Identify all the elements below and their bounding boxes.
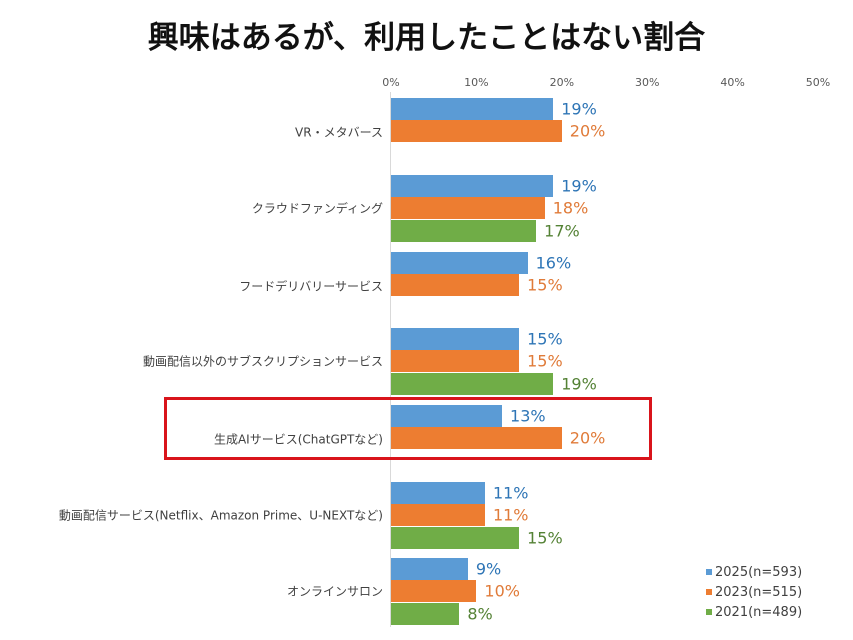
bar-2025: [391, 175, 554, 197]
value-label: 13%: [510, 406, 546, 426]
value-label: 15%: [527, 351, 563, 371]
bar-2023: [391, 580, 477, 603]
bar-2025: [391, 98, 554, 120]
legend-swatch-2025: [706, 569, 712, 575]
x-tick-label: 0%: [382, 76, 400, 89]
legend-swatch-2021: [706, 609, 712, 615]
value-label: 19%: [561, 176, 597, 196]
value-label: 19%: [561, 99, 597, 119]
value-label: 15%: [527, 275, 563, 295]
x-tick-label: 10%: [464, 76, 489, 89]
y-axis-line: [390, 92, 391, 627]
bar-2025: [391, 405, 503, 427]
value-label: 11%: [492, 483, 529, 503]
category-label: VR・メタバース: [295, 125, 383, 140]
value-label: 20%: [569, 428, 606, 448]
bar-2023: [391, 274, 520, 297]
legend-item-2025: 2025(n=593): [706, 562, 802, 582]
bar-2023: [391, 504, 485, 527]
value-label: 10%: [484, 581, 520, 601]
bar-2021: [391, 219, 537, 242]
legend-label: 2021(n=489): [715, 604, 803, 620]
bar-2025: [391, 558, 468, 580]
x-tick-label: 50%: [805, 76, 831, 89]
bar-2021: [391, 372, 554, 395]
value-label: 16%: [535, 253, 572, 273]
value-label: 18%: [552, 198, 589, 218]
chart-title: 興味はあるが、利用したことはない割合: [147, 20, 706, 56]
value-label: 20%: [569, 121, 606, 141]
bar-2021: [391, 602, 460, 625]
highlight-box-generative-ai: [164, 397, 652, 460]
legend-label: 2023(n=515): [715, 584, 803, 600]
bar-2023: [391, 350, 520, 373]
x-tick-label: 30%: [634, 76, 660, 89]
value-label: 11%: [492, 505, 529, 525]
value-label: 17%: [544, 221, 580, 241]
bar-2023: [391, 120, 562, 143]
legend-item-2021: 2021(n=489): [706, 602, 802, 622]
category-label: オンラインサロン: [286, 584, 383, 599]
category-label: クラウドファンディング: [251, 201, 383, 216]
legend: 2025(n=593) 2023(n=515) 2021(n=489): [706, 562, 802, 622]
bar-2023: [391, 427, 562, 450]
value-label: 15%: [527, 329, 563, 349]
legend-item-2023: 2023(n=515): [706, 582, 802, 602]
bar-2025: [391, 482, 485, 504]
legend-swatch-2023: [706, 589, 712, 595]
x-tick-label: 40%: [720, 76, 745, 89]
bar-2023: [391, 197, 545, 220]
category-label: 動画配信以外のサブスクリプションサービス: [142, 354, 383, 369]
x-tick-label: 20%: [549, 76, 575, 89]
value-label: 9%: [475, 559, 502, 579]
bar-2025: [391, 328, 520, 350]
value-label: 19%: [561, 374, 597, 394]
bar-2025: [391, 252, 528, 274]
category-label: フードデリバリーサービス: [239, 279, 383, 294]
value-label: 8%: [467, 604, 493, 624]
category-label: 生成AIサービス(ChatGPTなど): [213, 432, 383, 447]
legend-label: 2025(n=593): [715, 564, 803, 580]
value-label: 15%: [527, 528, 563, 548]
category-label: 動画配信サービス(Netflix、Amazon Prime、U-NEXTなど): [58, 508, 383, 523]
bar-2021: [391, 526, 520, 549]
